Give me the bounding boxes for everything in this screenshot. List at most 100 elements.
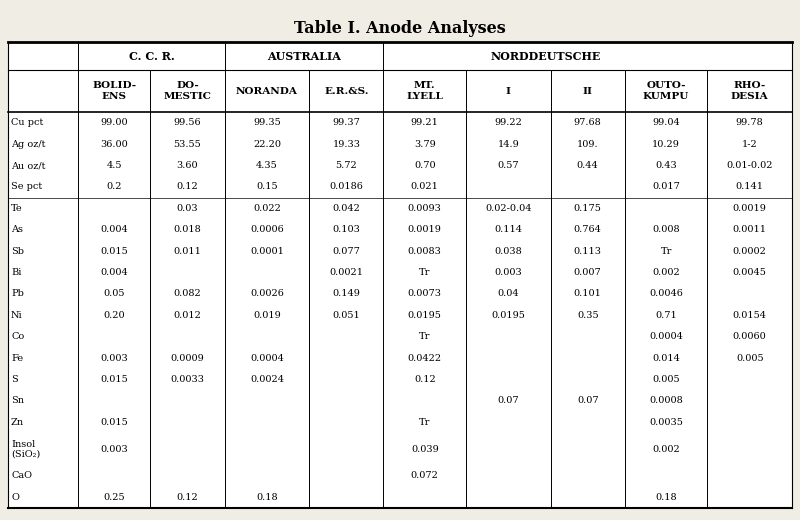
Text: 0.003: 0.003 (100, 354, 128, 362)
Text: 0.002: 0.002 (652, 268, 680, 277)
Text: 0.0083: 0.0083 (408, 246, 442, 256)
Text: Se pct: Se pct (11, 183, 42, 191)
Text: E.R.&S.: E.R.&S. (324, 86, 369, 96)
Text: 0.71: 0.71 (655, 311, 677, 320)
Text: 0.0004: 0.0004 (650, 332, 683, 341)
Text: 0.01-0.02: 0.01-0.02 (726, 161, 773, 170)
Text: 0.03: 0.03 (177, 204, 198, 213)
Text: 0.0093: 0.0093 (408, 204, 442, 213)
Text: 0.764: 0.764 (574, 225, 602, 234)
Text: DO-
MESTIC: DO- MESTIC (163, 82, 211, 100)
Text: 0.005: 0.005 (652, 375, 680, 384)
Text: 0.003: 0.003 (494, 268, 522, 277)
Text: 0.018: 0.018 (174, 225, 202, 234)
Text: 0.0008: 0.0008 (650, 396, 683, 406)
Text: 0.0195: 0.0195 (408, 311, 442, 320)
Text: 0.0026: 0.0026 (250, 290, 284, 298)
Text: 36.00: 36.00 (100, 139, 128, 149)
Text: AUSTRALIA: AUSTRALIA (267, 50, 341, 61)
Text: 0.0073: 0.0073 (408, 290, 442, 298)
Text: 0.021: 0.021 (411, 183, 438, 191)
Text: 0.012: 0.012 (174, 311, 202, 320)
Text: 0.038: 0.038 (494, 246, 522, 256)
Text: 99.78: 99.78 (736, 118, 763, 127)
Text: Insol
(SiO₂): Insol (SiO₂) (11, 440, 40, 458)
Text: 0.0004: 0.0004 (250, 354, 284, 362)
Text: Ni: Ni (11, 311, 22, 320)
Text: S: S (11, 375, 18, 384)
Text: 0.008: 0.008 (652, 225, 680, 234)
Text: Au oz/t: Au oz/t (11, 161, 46, 170)
Text: 0.175: 0.175 (574, 204, 602, 213)
Text: 0.0060: 0.0060 (733, 332, 766, 341)
Text: CaO: CaO (11, 472, 32, 480)
Text: Sn: Sn (11, 396, 24, 406)
Text: 99.37: 99.37 (333, 118, 360, 127)
Text: 0.18: 0.18 (655, 493, 677, 502)
Text: 0.014: 0.014 (652, 354, 680, 362)
Text: Table I. Anode Analyses: Table I. Anode Analyses (294, 20, 506, 37)
Text: RHO-
DESIA: RHO- DESIA (731, 82, 769, 100)
Text: 0.019: 0.019 (253, 311, 281, 320)
Text: 0.005: 0.005 (736, 354, 763, 362)
Text: 19.33: 19.33 (332, 139, 360, 149)
Text: 0.0035: 0.0035 (650, 418, 683, 427)
Text: 0.015: 0.015 (100, 246, 128, 256)
Text: 99.35: 99.35 (253, 118, 281, 127)
Text: 3.79: 3.79 (414, 139, 436, 149)
Text: Tr: Tr (419, 268, 430, 277)
Text: 0.011: 0.011 (174, 246, 202, 256)
Text: Tr: Tr (419, 418, 430, 427)
Text: Tr: Tr (661, 246, 672, 256)
Text: 0.12: 0.12 (414, 375, 436, 384)
Text: 0.02-0.04: 0.02-0.04 (485, 204, 531, 213)
Text: 0.0033: 0.0033 (170, 375, 205, 384)
Text: 0.18: 0.18 (256, 493, 278, 502)
Text: 0.141: 0.141 (736, 183, 764, 191)
Text: 0.042: 0.042 (333, 204, 360, 213)
Text: Fe: Fe (11, 354, 23, 362)
Text: 0.2: 0.2 (106, 183, 122, 191)
Text: 0.0024: 0.0024 (250, 375, 284, 384)
Text: BOLID-
ENS: BOLID- ENS (92, 82, 136, 100)
Text: II: II (582, 86, 593, 96)
Text: O: O (11, 493, 19, 502)
Text: Ag oz/t: Ag oz/t (11, 139, 46, 149)
Text: 0.07: 0.07 (498, 396, 519, 406)
Text: NORANDA: NORANDA (236, 86, 298, 96)
Text: 99.00: 99.00 (101, 118, 128, 127)
Text: 0.12: 0.12 (177, 183, 198, 191)
Text: 0.04: 0.04 (498, 290, 519, 298)
Text: 0.0021: 0.0021 (330, 268, 363, 277)
Text: 0.002: 0.002 (652, 445, 680, 453)
Text: 0.0011: 0.0011 (733, 225, 766, 234)
Text: 0.57: 0.57 (498, 161, 519, 170)
Text: 0.0019: 0.0019 (733, 204, 766, 213)
Text: 0.0422: 0.0422 (408, 354, 442, 362)
Text: 0.149: 0.149 (333, 290, 360, 298)
Text: 109.: 109. (577, 139, 598, 149)
Text: 99.22: 99.22 (494, 118, 522, 127)
Text: 0.072: 0.072 (411, 472, 438, 480)
Text: 0.0019: 0.0019 (408, 225, 442, 234)
Text: Co: Co (11, 332, 24, 341)
Text: 0.35: 0.35 (577, 311, 598, 320)
Text: 0.05: 0.05 (103, 290, 125, 298)
Text: 0.0195: 0.0195 (491, 311, 526, 320)
Text: 0.082: 0.082 (174, 290, 202, 298)
Text: 0.15: 0.15 (256, 183, 278, 191)
Text: 0.0002: 0.0002 (733, 246, 766, 256)
Text: 0.039: 0.039 (411, 445, 438, 453)
Text: 3.60: 3.60 (177, 161, 198, 170)
Text: 0.077: 0.077 (333, 246, 360, 256)
Text: Zn: Zn (11, 418, 24, 427)
Text: 0.0009: 0.0009 (170, 354, 204, 362)
Text: OUTO-
KUMPU: OUTO- KUMPU (643, 82, 690, 100)
Text: 0.0046: 0.0046 (650, 290, 683, 298)
Text: 97.68: 97.68 (574, 118, 602, 127)
Text: 0.003: 0.003 (100, 445, 128, 453)
Text: 0.0045: 0.0045 (733, 268, 766, 277)
Text: 0.0154: 0.0154 (733, 311, 766, 320)
Text: 0.114: 0.114 (494, 225, 522, 234)
Text: 4.5: 4.5 (106, 161, 122, 170)
